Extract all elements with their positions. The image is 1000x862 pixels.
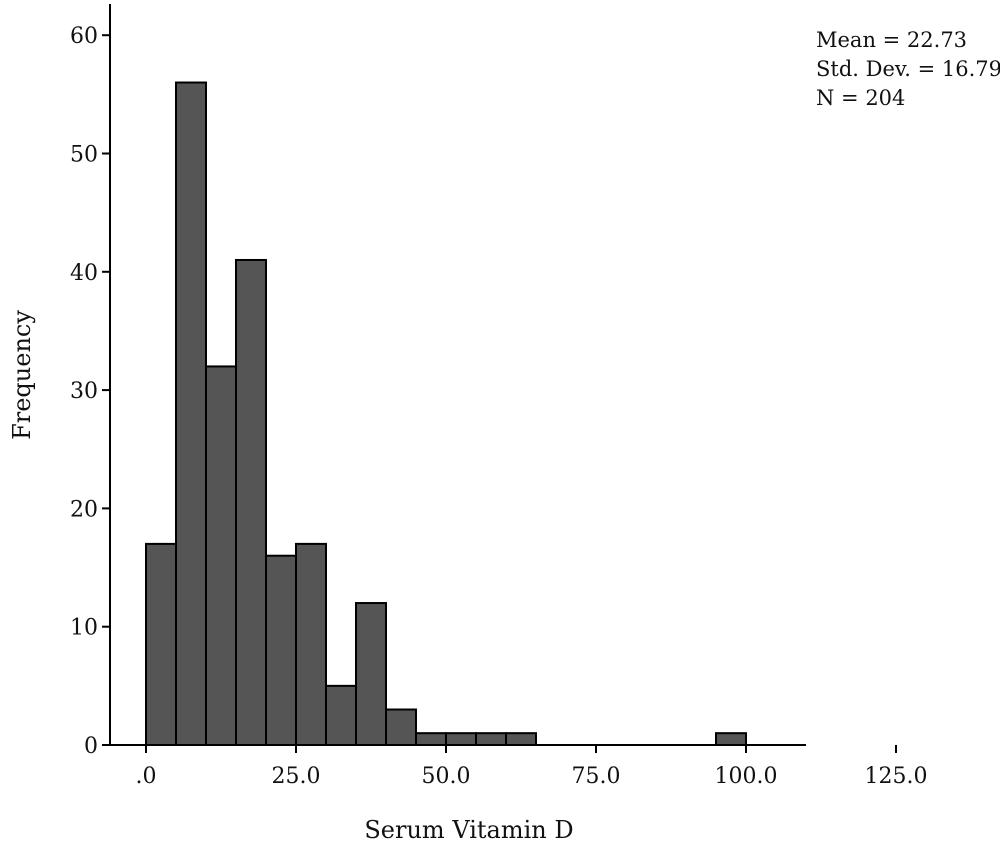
y-tick-label: 20: [70, 497, 98, 522]
x-tick-label: 100.0: [715, 764, 778, 789]
x-tick-label: 125.0: [865, 764, 928, 789]
summary-statistics: Mean = 22.73 Std. Dev. = 16.791 N = 204: [816, 26, 1000, 113]
histogram-bar: [445, 732, 477, 746]
histogram-bar: [355, 602, 387, 746]
histogram-bar: [505, 732, 537, 746]
mean-stat: Mean = 22.73: [816, 28, 968, 52]
y-tick-label: 30: [70, 379, 98, 404]
n-stat: N = 204: [816, 86, 906, 110]
y-tick-label: 10: [70, 616, 98, 641]
y-tick-label: 0: [84, 734, 98, 759]
histogram-bar: [265, 554, 297, 746]
x-axis-title: Serum Vitamin D: [364, 816, 573, 844]
x-tick-label: 75.0: [572, 764, 621, 789]
y-tick-label: 40: [70, 261, 98, 286]
histogram-bar: [325, 684, 357, 746]
histogram-bar: [145, 542, 177, 747]
y-tick-label: 50: [70, 143, 98, 168]
histogram-bar: [415, 732, 447, 746]
histogram-bar: [385, 708, 417, 747]
histogram-bar: [175, 81, 207, 746]
axes-group: 0 10 20 30 40 50 60 .0 25.0 50.0 75.0 100.0 125.0: [70, 4, 927, 789]
histogram-bar: [205, 365, 237, 746]
y-axis-title: Frequency: [8, 310, 36, 440]
std-dev-stat: Std. Dev. = 16.791: [816, 57, 1000, 81]
y-tick-label: 60: [70, 24, 98, 49]
histogram-bar: [235, 258, 267, 746]
bars-group: [145, 81, 747, 747]
histogram-bar: [715, 732, 747, 746]
x-tick-label: 50.0: [422, 764, 471, 789]
histogram-bar: [295, 542, 327, 747]
x-tick-label: 25.0: [272, 764, 321, 789]
x-tick-label: .0: [136, 764, 157, 789]
histogram-bar: [475, 732, 507, 746]
